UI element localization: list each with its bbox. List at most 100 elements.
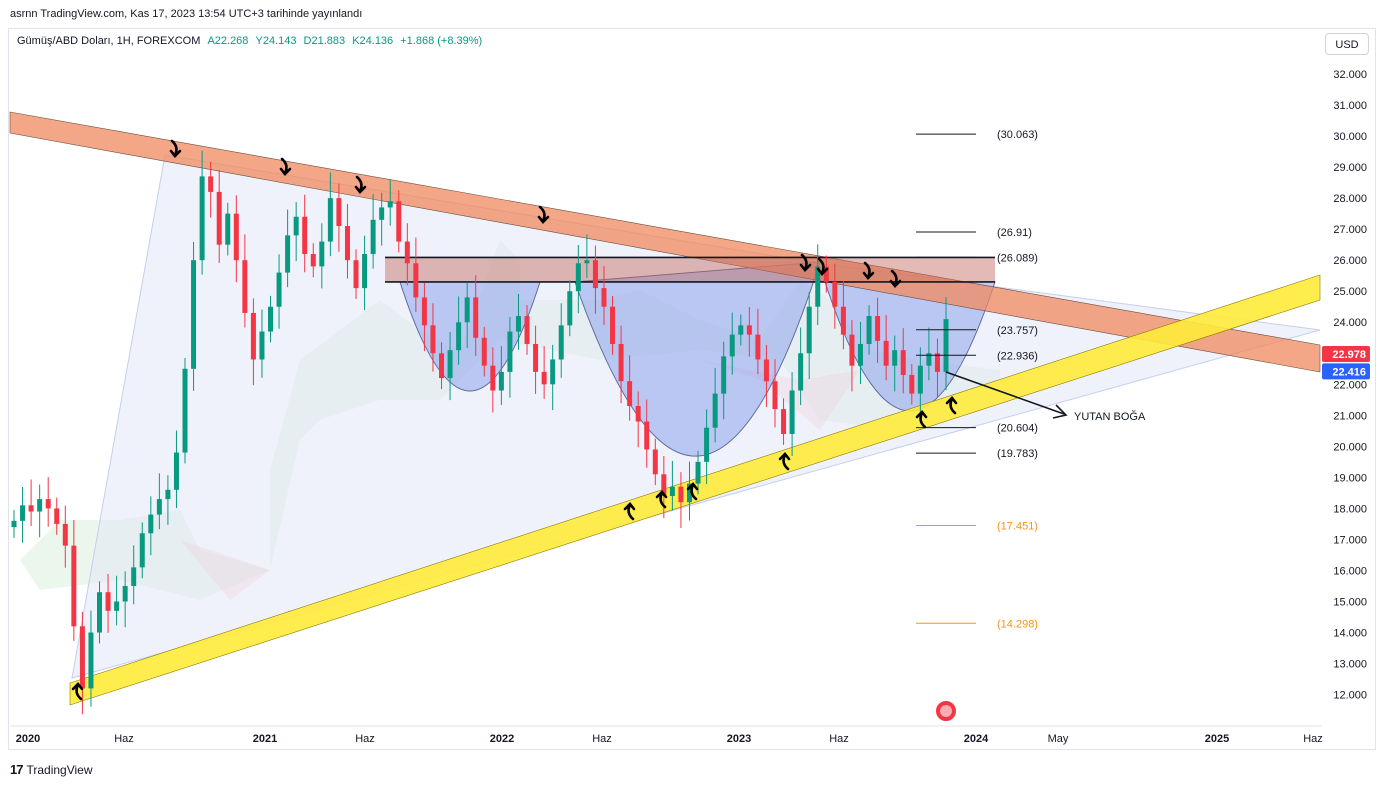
candle-body xyxy=(344,226,350,261)
candle-body xyxy=(173,452,179,490)
fib-level-label: (26.91) xyxy=(997,227,1032,239)
candle-body xyxy=(746,325,752,335)
fib-level-label: (20.604) xyxy=(997,423,1038,435)
candle-body xyxy=(610,306,616,344)
symbol-name: Gümüş/ABD Doları, 1H, FOREXCOM xyxy=(17,35,201,47)
x-tick-label: 2024 xyxy=(964,733,989,745)
candle-body xyxy=(721,356,727,394)
candle-body xyxy=(370,219,376,254)
candle-body xyxy=(421,297,427,326)
arrow-down-icon xyxy=(354,175,367,194)
candle-body xyxy=(781,409,787,434)
x-tick-label: Haz xyxy=(114,733,134,745)
arrow-up-icon xyxy=(686,482,699,501)
y-tick-label: 20.000 xyxy=(1333,441,1367,453)
candle-body xyxy=(105,592,111,611)
candle-body xyxy=(45,499,51,509)
footer-brand-name: TradingView xyxy=(26,762,93,777)
y-tick-label: 27.000 xyxy=(1333,224,1367,236)
candle-body xyxy=(182,368,188,453)
x-tick-label: Haz xyxy=(1303,733,1323,745)
candle-body xyxy=(139,533,145,568)
candle-body xyxy=(883,340,889,366)
candle-body xyxy=(840,306,846,335)
candle-body xyxy=(302,216,308,254)
arrow-up-icon xyxy=(945,396,958,415)
fib-level-label: (14.298) xyxy=(997,618,1038,630)
candle-body xyxy=(712,393,718,428)
candle-body xyxy=(909,374,915,394)
fib-level-label: (19.783) xyxy=(997,448,1038,460)
published-text: asrnn TradingView.com, Kas 17, 2023 13:5… xyxy=(10,8,363,20)
candle-body xyxy=(165,489,171,500)
y-tick-label: 29.000 xyxy=(1333,162,1367,174)
candle-body xyxy=(208,176,214,192)
arrow-up-icon xyxy=(71,682,84,701)
candle-body xyxy=(250,312,256,360)
candle-body xyxy=(550,359,556,385)
support-trend-band xyxy=(69,274,1321,706)
candle-body xyxy=(627,381,633,407)
resistance-zone xyxy=(385,257,995,282)
fib-level-label: (30.063) xyxy=(997,129,1038,141)
x-tick-label: 2021 xyxy=(253,733,277,745)
candle-body xyxy=(259,331,265,360)
candle-body xyxy=(943,319,949,372)
candle-body xyxy=(310,253,316,267)
arrow-up-icon xyxy=(778,452,791,471)
y-tick-label: 26.000 xyxy=(1333,255,1367,267)
candle-body xyxy=(704,427,710,462)
candle-body xyxy=(11,520,17,528)
candle-body xyxy=(738,325,744,335)
candle-body xyxy=(575,263,581,292)
candle-body xyxy=(669,486,675,497)
candle-body xyxy=(866,316,872,344)
candle-body xyxy=(71,545,77,627)
annotation-pointer xyxy=(945,371,1065,415)
candle-body xyxy=(456,322,462,351)
candle-body xyxy=(567,291,573,326)
x-tick-label: Haz xyxy=(355,733,375,745)
legend-open: A22.268 xyxy=(207,35,249,47)
y-tick-label: 17.000 xyxy=(1333,534,1367,546)
arrow-down-icon xyxy=(816,257,829,276)
candle-body xyxy=(875,316,881,341)
candle-body xyxy=(661,474,667,497)
candle-body xyxy=(507,331,513,372)
candle-body xyxy=(601,288,607,307)
candle-body xyxy=(79,626,85,689)
legend-close: K24.136 xyxy=(352,35,394,47)
currency-button[interactable]: USD xyxy=(1325,33,1369,55)
candle-body xyxy=(763,359,769,382)
annotation-label: YUTAN BOĞA xyxy=(1074,410,1146,423)
candle-body xyxy=(533,343,539,372)
legend-low: D21.883 xyxy=(303,35,346,47)
candle-body xyxy=(464,297,470,323)
x-tick-label: 2025 xyxy=(1205,733,1229,745)
chart-frame xyxy=(8,28,1376,750)
candle-body xyxy=(652,449,658,475)
candle-body xyxy=(430,325,436,354)
candle-body xyxy=(148,514,154,534)
candle-body xyxy=(686,483,692,503)
candle-body xyxy=(498,371,504,391)
candle-body xyxy=(225,213,231,245)
candle-body xyxy=(815,266,821,307)
candle-body xyxy=(618,343,624,382)
fib-level-label: (23.757) xyxy=(997,325,1038,337)
y-tick-label: 13.000 xyxy=(1333,659,1367,671)
candle-body xyxy=(644,421,650,450)
y-tick-label: 28.000 xyxy=(1333,193,1367,205)
legend-change: +1.868 (+8.39%) xyxy=(400,35,483,47)
y-tick-label: 24.000 xyxy=(1333,317,1367,329)
x-tick-label: 2023 xyxy=(727,733,751,745)
annotation-arrow-icon xyxy=(1052,404,1068,419)
x-tick-label: May xyxy=(1048,733,1069,745)
fib-level-label: (22.936) xyxy=(997,350,1038,362)
arrow-down-icon xyxy=(169,139,182,158)
footer-brand[interactable]: 17 TradingView xyxy=(10,762,93,777)
price-label-tag xyxy=(1322,363,1370,380)
y-tick-label: 19.000 xyxy=(1333,472,1367,484)
candle-body xyxy=(114,601,120,611)
